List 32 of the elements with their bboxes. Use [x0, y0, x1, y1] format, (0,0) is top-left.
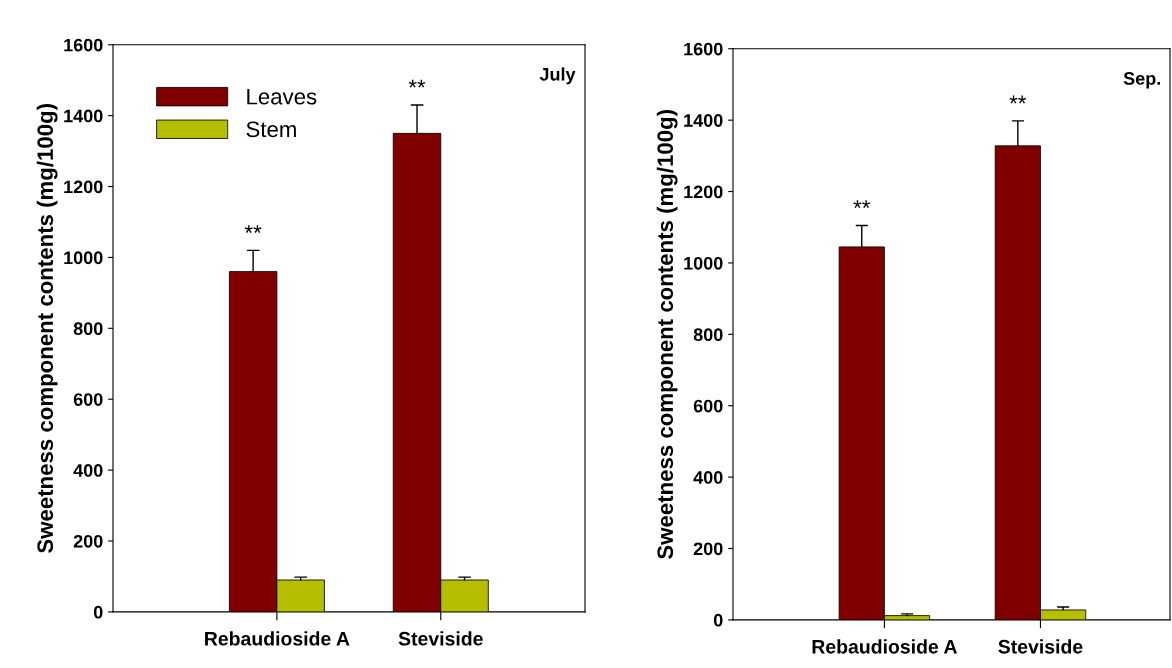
annotation: ** [408, 79, 426, 88]
y-tick-label: 1400 [684, 114, 723, 127]
x-tick-label: Rebaudioside A [205, 631, 350, 646]
annotation: ** [1009, 95, 1027, 104]
y-tick-label: 800 [73, 322, 103, 336]
y-tick-label: 400 [693, 471, 723, 484]
x-tick-label: Steviside [998, 639, 1083, 654]
y-tick-label: 1600 [64, 38, 103, 52]
x-tick-label: Rebaudioside A [812, 639, 957, 654]
annotation: Sep. [1123, 72, 1161, 89]
y-tick-label: 0 [713, 613, 723, 627]
y-tick-label: 600 [693, 399, 723, 413]
y-tick-label: 1600 [684, 42, 723, 56]
y-tick-label: 1000 [684, 256, 723, 270]
x-tick-label: Steviside [398, 631, 483, 646]
legend-label: Leaves [247, 89, 317, 105]
annotation: ** [853, 200, 871, 209]
y-axis-title: Sweetness component contents (mg/100g) [656, 110, 678, 560]
y-tick-label: 200 [693, 542, 723, 556]
y-tick-label: 1000 [64, 251, 103, 265]
annotation: July [539, 67, 576, 85]
y-axis-title: Sweetness component contents (mg/100g) [36, 104, 58, 554]
y-tick-label: 1400 [64, 109, 103, 123]
legend-label: Stem [246, 121, 296, 138]
y-tick-label: 0 [93, 605, 103, 619]
y-tick-label: 1200 [64, 180, 103, 194]
y-tick-label: 200 [73, 534, 103, 548]
y-tick-label: 1200 [684, 185, 723, 199]
y-tick-label: 600 [73, 393, 103, 406]
annotation: ** [244, 225, 262, 233]
y-tick-label: 800 [693, 328, 723, 342]
y-tick-label: 400 [73, 464, 103, 477]
